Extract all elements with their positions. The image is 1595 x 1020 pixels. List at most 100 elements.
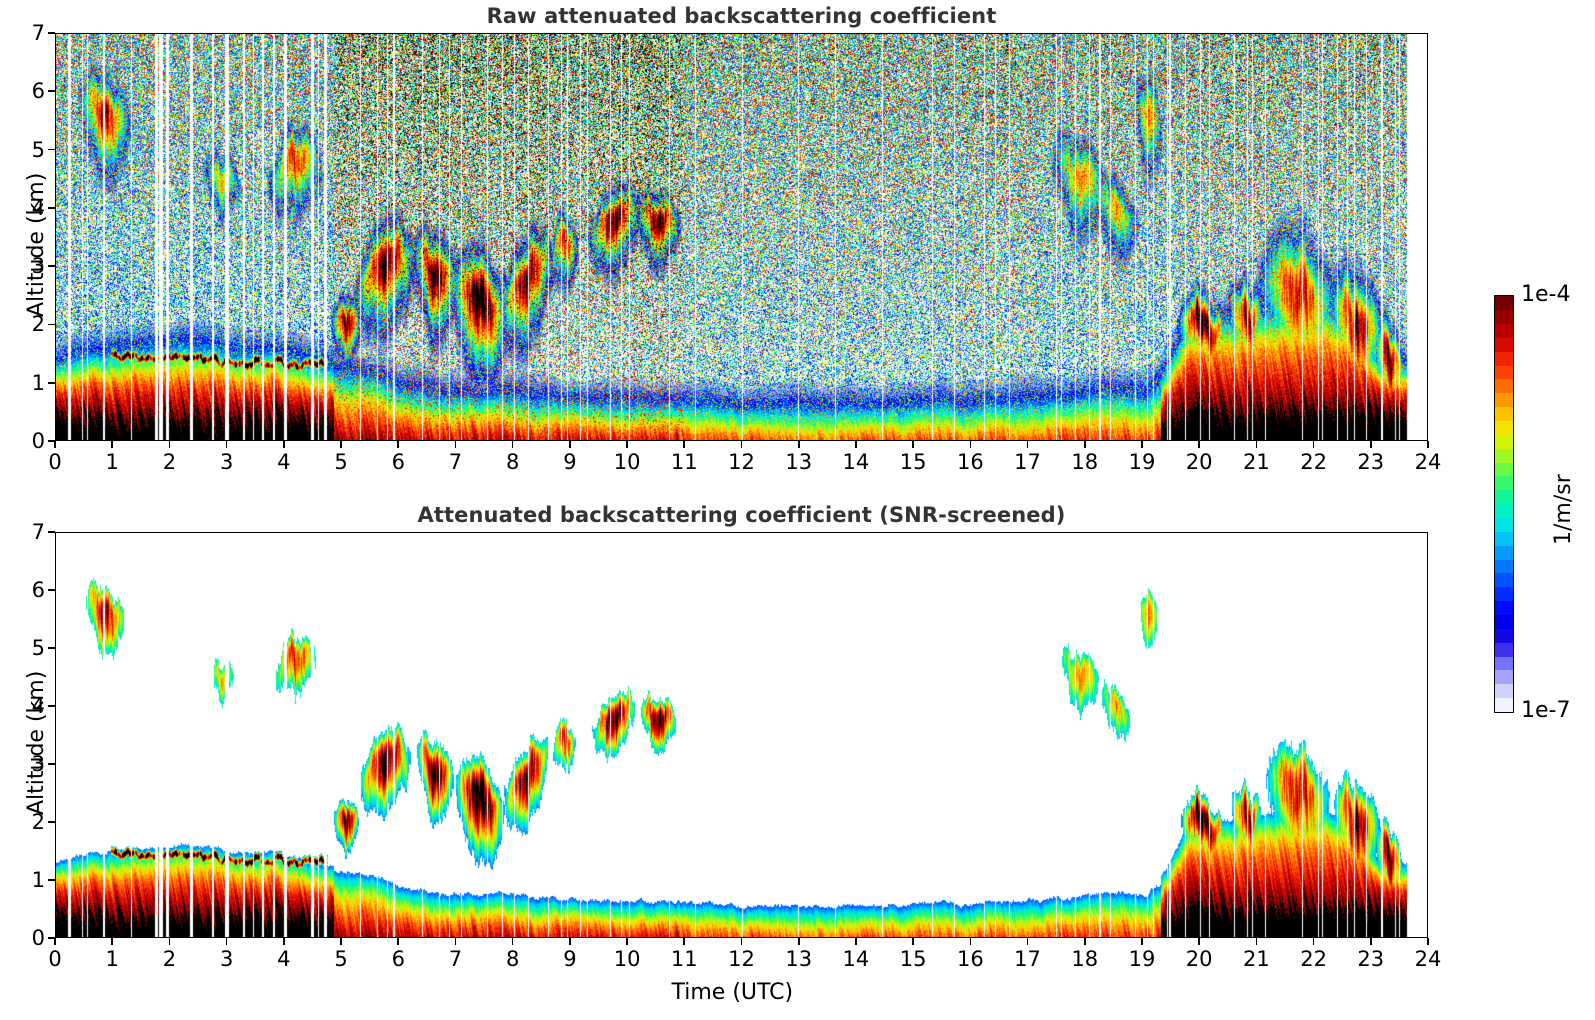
x-tick-mark bbox=[1312, 938, 1315, 945]
colorbar-swatch bbox=[1495, 504, 1513, 518]
x-tick-mark bbox=[855, 938, 857, 945]
x-tick-label: 9 bbox=[563, 947, 577, 971]
x-tick-mark bbox=[54, 441, 56, 448]
x-tick-label: 13 bbox=[785, 450, 813, 474]
x-tick-mark bbox=[168, 441, 171, 448]
x-tick-mark bbox=[626, 938, 628, 945]
x-tick-mark bbox=[1369, 938, 1372, 945]
x-tick-mark bbox=[168, 938, 171, 945]
x-tick-mark bbox=[397, 441, 400, 448]
colorbar-swatch bbox=[1495, 656, 1513, 671]
x-tick-mark bbox=[1083, 938, 1086, 945]
colorbar-swatch bbox=[1495, 573, 1513, 588]
x-tick-mark bbox=[225, 441, 228, 448]
colorbar-swatch bbox=[1495, 407, 1513, 421]
colorbar-swatch bbox=[1495, 531, 1513, 546]
colorbar-swatch bbox=[1495, 462, 1513, 477]
x-tick-label: 14 bbox=[842, 450, 870, 474]
y-tick-mark bbox=[48, 148, 55, 151]
x-tick-label: 16 bbox=[956, 947, 984, 971]
y-tick-label: 4 bbox=[31, 694, 45, 718]
x-tick-label: 0 bbox=[48, 450, 62, 474]
x-tick-label: 17 bbox=[1014, 450, 1041, 474]
colorbar-swatch bbox=[1495, 323, 1513, 338]
y-tick-label: 6 bbox=[31, 578, 45, 602]
y-tick-mark bbox=[48, 90, 55, 93]
x-tick-label: 10 bbox=[613, 947, 641, 971]
colorbar-swatch bbox=[1495, 517, 1513, 532]
colorbar-swatch bbox=[1495, 601, 1513, 615]
y-tick-label: 4 bbox=[31, 195, 45, 220]
y-tick-label: 3 bbox=[31, 752, 45, 776]
y-axis-label: Altitude (km) bbox=[24, 172, 49, 317]
y-tick-label: 1 bbox=[31, 370, 45, 395]
x-tick-label: 22 bbox=[1300, 450, 1327, 474]
x-axis-label: Time (UTC) bbox=[671, 980, 794, 1005]
x-tick-label: 14 bbox=[842, 947, 870, 971]
x-tick-mark bbox=[740, 938, 743, 945]
x-tick-mark bbox=[1141, 441, 1143, 448]
colorbar-swatch bbox=[1495, 393, 1513, 408]
x-tick-mark bbox=[1255, 441, 1258, 448]
x-tick-label: 19 bbox=[1128, 450, 1156, 474]
x-tick-mark bbox=[283, 441, 285, 448]
y-tick-label: 3 bbox=[31, 254, 45, 279]
x-tick-mark bbox=[969, 938, 972, 945]
colorbar-swatch bbox=[1495, 698, 1513, 712]
x-tick-mark bbox=[569, 938, 571, 945]
x-tick-mark bbox=[740, 441, 743, 448]
x-tick-label: 8 bbox=[505, 947, 520, 971]
x-tick-label: 12 bbox=[728, 947, 755, 971]
y-tick-mark bbox=[48, 32, 55, 34]
colorbar-gradient bbox=[1494, 295, 1514, 713]
y-tick-mark bbox=[48, 821, 55, 823]
x-tick-label: 17 bbox=[1014, 947, 1041, 971]
x-tick-label: 2 bbox=[162, 947, 177, 971]
colorbar-swatch bbox=[1495, 490, 1513, 505]
heatmap-screened bbox=[55, 532, 1428, 938]
x-tick-mark bbox=[969, 441, 972, 448]
colorbar-swatch bbox=[1495, 296, 1513, 311]
x-tick-mark bbox=[1141, 938, 1143, 945]
colorbar-min-label: 1e-7 bbox=[1521, 698, 1571, 723]
x-tick-label: 0 bbox=[48, 947, 62, 971]
x-tick-label: 8 bbox=[505, 450, 520, 474]
y-tick-label: 2 bbox=[31, 312, 45, 337]
colorbar-swatch bbox=[1495, 420, 1513, 435]
x-tick-label: 22 bbox=[1300, 947, 1327, 971]
colorbar-swatch bbox=[1495, 545, 1513, 560]
x-tick-mark bbox=[1369, 441, 1372, 448]
colorbar-swatch bbox=[1495, 684, 1513, 699]
x-tick-label: 2 bbox=[162, 450, 177, 474]
x-tick-label: 4 bbox=[277, 947, 291, 971]
colorbar-unit-label: 1/m/sr bbox=[1551, 474, 1576, 545]
x-tick-label: 4 bbox=[277, 450, 291, 474]
panel-raw: Raw attenuated backscattering coefficien… bbox=[0, 0, 1460, 480]
colorbar-max-label: 1e-4 bbox=[1521, 282, 1571, 307]
y-tick-mark bbox=[48, 879, 55, 881]
panel-screened-title: Attenuated backscattering coefficient (S… bbox=[417, 503, 1066, 527]
x-tick-mark bbox=[511, 441, 514, 448]
x-tick-label: 11 bbox=[670, 450, 698, 474]
y-tick-label: 0 bbox=[31, 926, 45, 950]
x-tick-label: 23 bbox=[1357, 947, 1385, 971]
x-tick-mark bbox=[1427, 938, 1429, 945]
y-tick-label: 5 bbox=[31, 636, 45, 660]
x-tick-mark bbox=[1427, 441, 1429, 448]
x-tick-label: 21 bbox=[1243, 947, 1270, 971]
x-tick-label: 9 bbox=[563, 450, 577, 474]
y-tick-mark bbox=[48, 937, 55, 939]
y-tick-label: 5 bbox=[31, 137, 45, 162]
colorbar-swatch bbox=[1495, 614, 1513, 629]
x-tick-mark bbox=[797, 441, 800, 448]
x-tick-label: 13 bbox=[785, 947, 813, 971]
x-tick-mark bbox=[1198, 441, 1200, 448]
y-tick-mark bbox=[48, 589, 55, 591]
x-tick-mark bbox=[797, 938, 800, 945]
x-tick-label: 15 bbox=[899, 947, 927, 971]
x-tick-label: 20 bbox=[1185, 450, 1213, 474]
x-tick-label: 20 bbox=[1185, 947, 1213, 971]
x-tick-mark bbox=[454, 441, 457, 448]
y-tick-label: 1 bbox=[31, 868, 45, 892]
